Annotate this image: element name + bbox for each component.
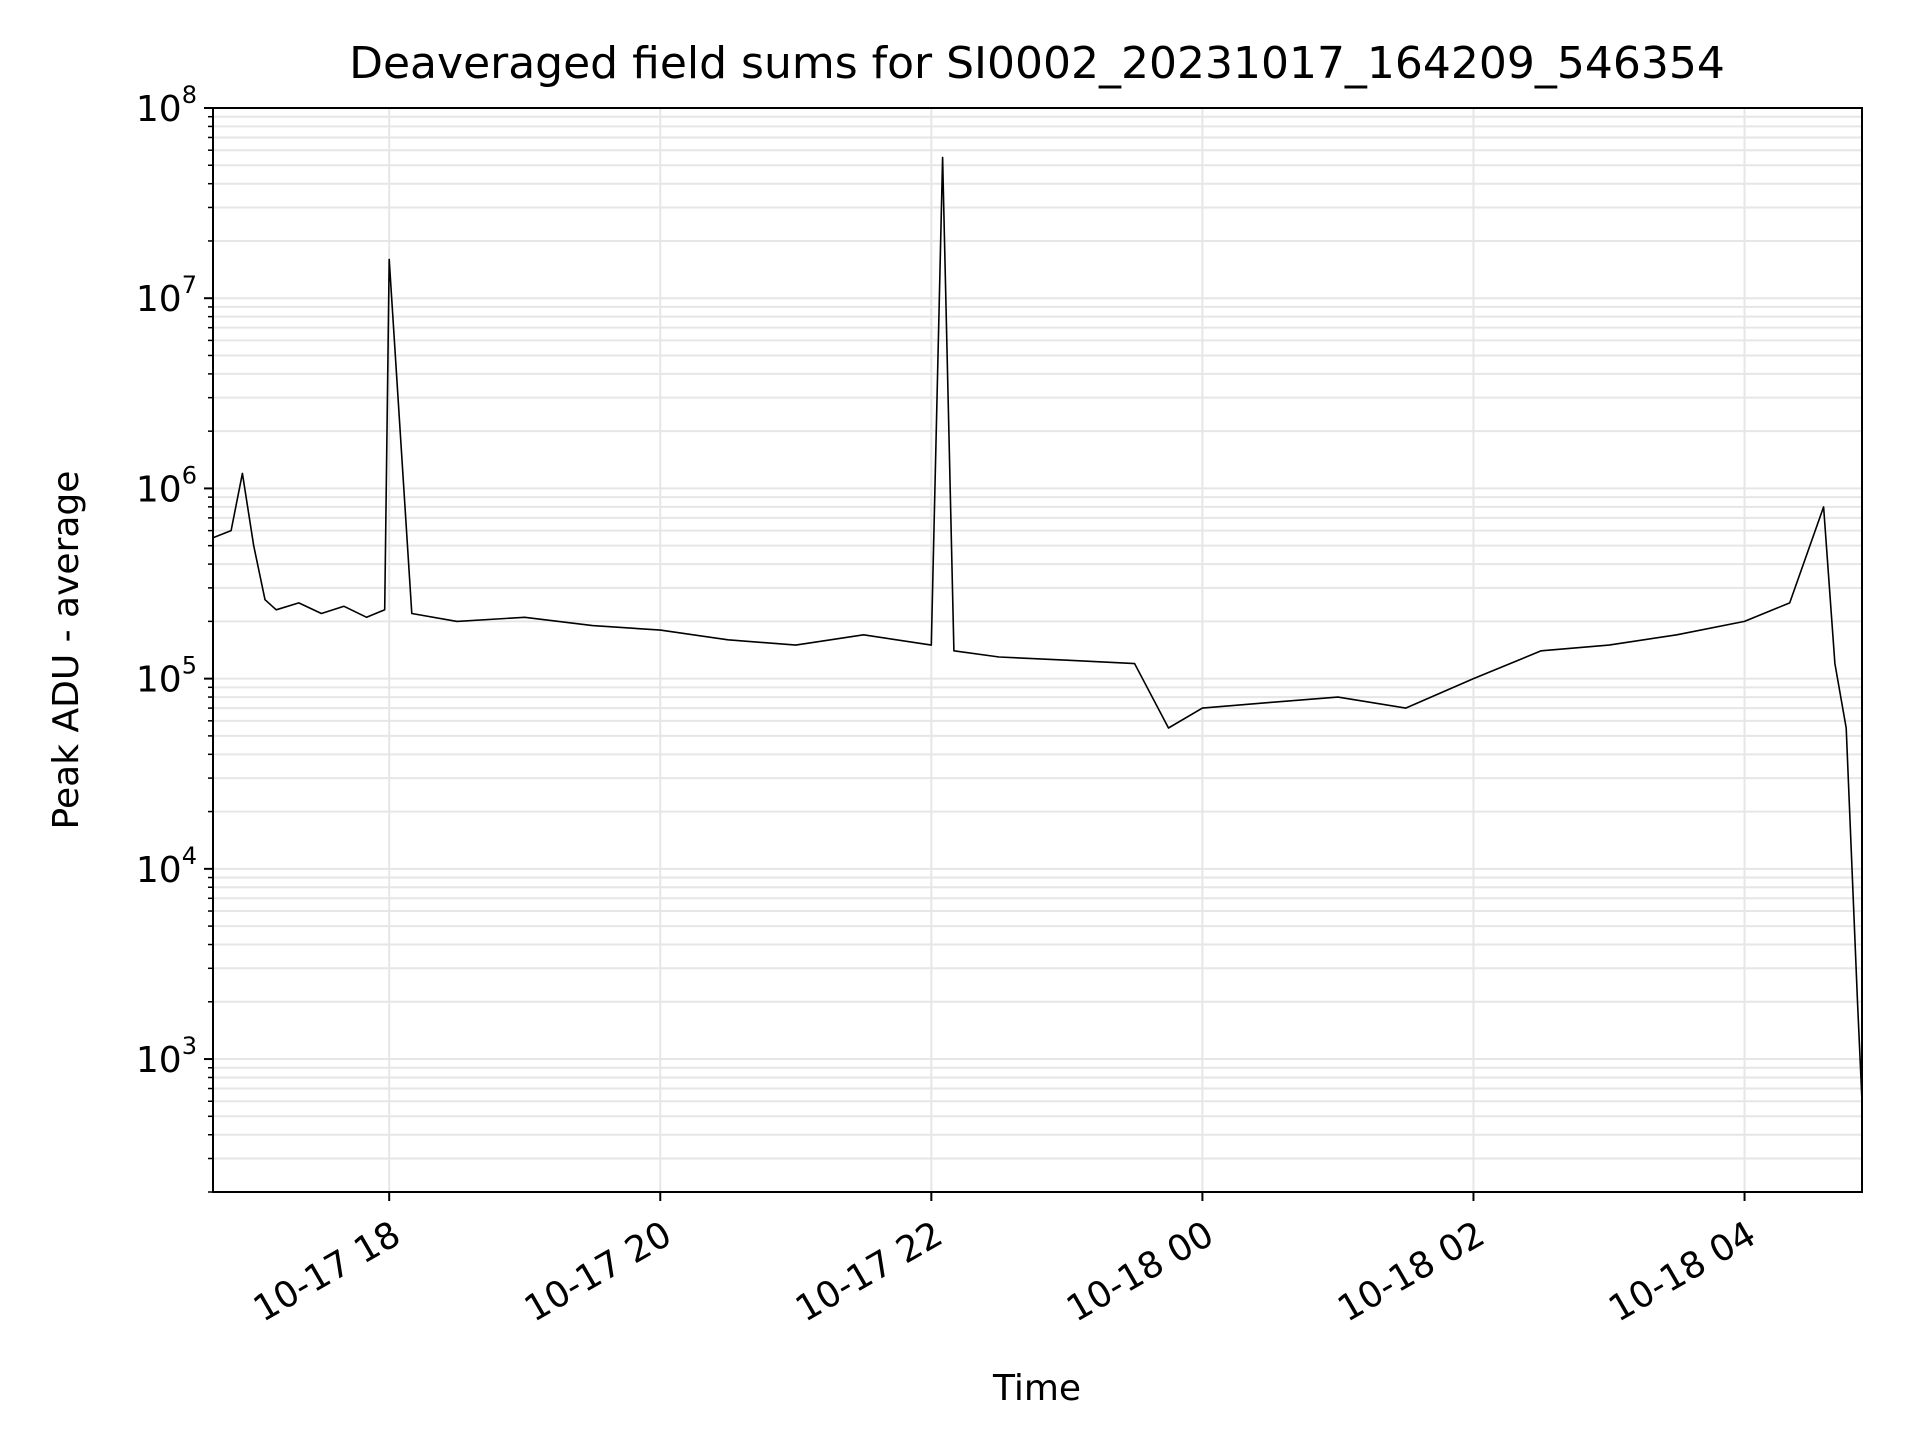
chart-title: Deaveraged field sums for SI0002_2023101…	[349, 38, 1725, 89]
series-line-0	[212, 156, 1863, 1102]
grid	[213, 107, 1862, 1193]
plot-area-frame	[212, 107, 1863, 1193]
series-layer	[212, 156, 1863, 1102]
x-axis-label: Time	[992, 1368, 1081, 1409]
y-axis-label: Peak ADU - average	[46, 471, 87, 830]
